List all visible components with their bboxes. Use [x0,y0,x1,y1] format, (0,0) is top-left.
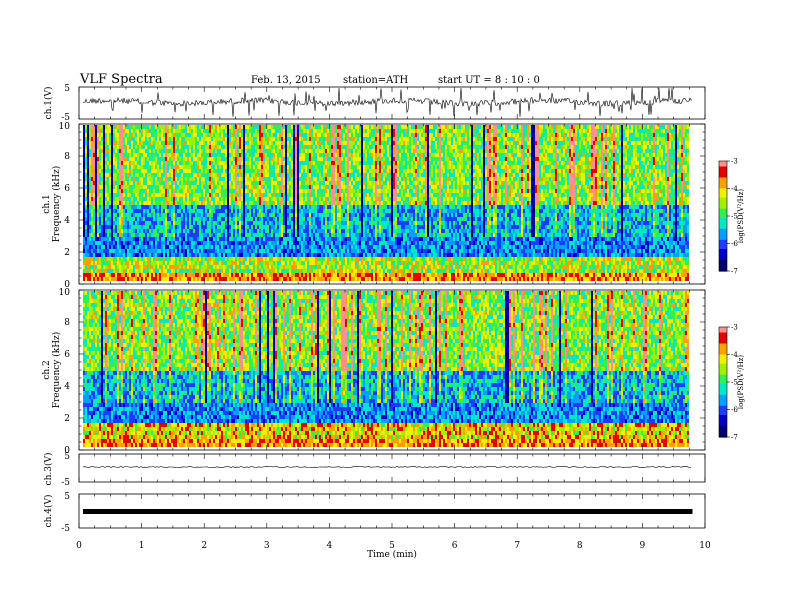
date-label: Feb. 13, 2015 [251,75,321,86]
x-tick-label: 5 [389,541,395,551]
spec1-ytick-8: 8 [64,152,70,162]
ch4-ytick-top: 5 [64,492,70,502]
spec2-ytick-10: 10 [59,288,71,298]
spec2-ylabel: Frequency (kHz) [51,332,62,409]
x-tick-label: 1 [139,541,145,551]
x-tick-label: 8 [577,541,583,551]
ch2-colorbar: -3 -4 -5 -6 -7 log(PSD(V²/Hz) [718,324,745,442]
ch3-waveform-panel: 5 -5 ch.3(V) [43,452,706,488]
ch3-ytick-bottom: -5 [61,478,70,488]
spec1-ytick-0: 0 [64,280,70,290]
ch1-waveform-line [82,87,693,117]
ch3-ytick-top: 5 [64,452,70,462]
colorbar-tick-label: -3 [731,158,738,166]
x-tick-label: 3 [264,541,270,551]
colorbar-tick-label: -7 [731,434,738,442]
ch1-colorbar: -3 -4 -5 -6 -7 log(PSD(V²/Hz) [718,158,745,276]
ch4-waveform-band [83,509,693,514]
ch1-spectrogram-panel: 0 2 4 6 8 10 ch.1 Frequency (kHz) [42,122,706,290]
spec2-ytick-6: 6 [64,350,70,360]
ch2-spectrogram-panel: 0 2 4 6 8 10 ch.2 Frequency (kHz) [42,288,706,456]
colorbar-label: log(PSD(V²/Hz) [737,355,745,410]
x-tick-label: 6 [452,541,458,551]
x-tick-label: 10 [699,541,711,551]
colorbar-tick-label: -5 [731,213,738,221]
x-axis-tick-labels: 0 1 2 3 4 5 6 7 8 9 10 [76,541,711,551]
ch2-spectrogram-image [83,291,689,447]
figure-title: VLF Spectra [79,72,163,87]
x-tick-label: 9 [640,541,646,551]
spec1-ytick-6: 6 [64,184,70,194]
x-tick-label: 7 [514,541,520,551]
colorbar-tick-label: -3 [731,324,738,332]
ch1-ylabel: ch.1(V) [43,87,54,120]
start-time-label: start UT = 8 : 10 : 0 [438,75,540,86]
spec2-channel-label: ch.2 [42,360,52,379]
x-tick-label: 4 [327,541,333,551]
x-axis-ticks [78,87,706,528]
colorbar-tick-label: -6 [731,406,738,414]
spec1-ylabel: Frequency (kHz) [51,166,62,243]
ch3-waveform-line [82,466,692,468]
colorbar-label: log(PSD(V²/Hz) [737,189,745,244]
station-label: station=ATH [343,75,409,86]
x-axis-label: Time (min) [367,549,417,560]
x-tick-label: 0 [76,541,82,551]
spec1-ytick-10: 10 [59,122,71,132]
colorbar-tick-label: -5 [731,379,738,387]
ch3-ylabel: ch.3(V) [43,453,54,486]
spec2-ytick-2: 2 [64,414,70,424]
ch4-ytick-bottom: -5 [61,524,70,534]
spec2-ytick-4: 4 [64,382,70,392]
spec1-channel-label: ch.1 [42,194,52,213]
colorbar-tick-label: -4 [731,185,738,193]
colorbar-tick-label: -6 [731,240,738,248]
ch1-ytick-bottom: -5 [61,113,70,123]
ch1-waveform-panel: 5 -5 ch.1(V) [43,84,706,123]
spec2-ytick-0: 0 [64,446,70,456]
ch4-waveform-panel: 5 -5 ch.4(V) [43,492,706,534]
spec1-ytick-2: 2 [64,248,70,258]
colorbar-tick-label: -7 [731,268,738,276]
spec2-ytick-8: 8 [64,318,70,328]
ch1-ytick-top: 5 [64,84,70,94]
x-tick-label: 2 [201,541,207,551]
spec1-ytick-4: 4 [64,216,70,226]
colorbar-tick-label: -4 [731,351,738,359]
ch4-ylabel: ch.4(V) [43,495,54,528]
ch1-spectrogram-image [83,125,689,281]
